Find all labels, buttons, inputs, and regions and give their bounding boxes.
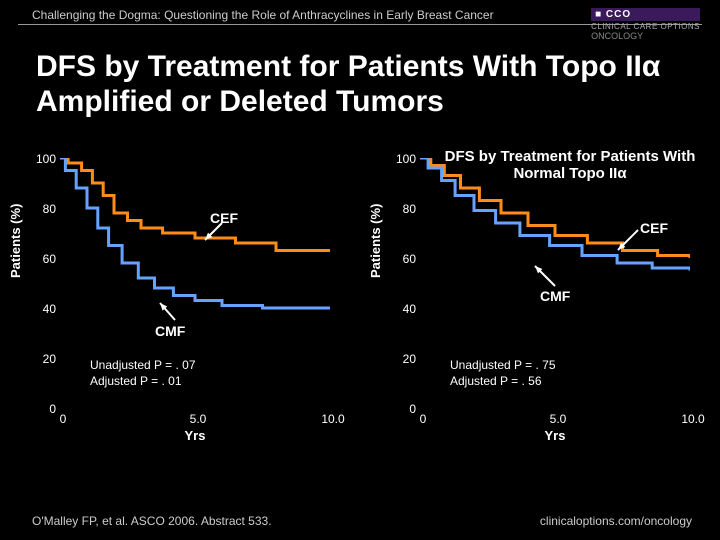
- x-tick: 0: [408, 412, 438, 426]
- y-tick: 40: [396, 302, 416, 316]
- y-tick: 40: [36, 302, 56, 316]
- y-tick: 80: [36, 202, 56, 216]
- y-tick: 100: [396, 152, 416, 166]
- header-tagline: Challenging the Dogma: Questioning the R…: [32, 8, 494, 22]
- y-tick: 60: [396, 252, 416, 266]
- series-label-cmf: CMF: [155, 323, 185, 339]
- logo: ■ CCO CLINICAL CARE OPTIONS ONCOLOGY: [591, 8, 700, 41]
- series-label-cef: CEF: [210, 210, 238, 226]
- series-label-cef: CEF: [640, 220, 668, 236]
- y-tick: 20: [36, 352, 56, 366]
- pvalue-box: Unadjusted P = . 75Adjusted P = . 56: [450, 358, 556, 389]
- y-axis-label: Patients (%): [368, 204, 383, 278]
- pvalue-box: Unadjusted P = . 07Adjusted P = . 01: [90, 358, 196, 389]
- series-label-cmf: CMF: [540, 288, 570, 304]
- logo-mid: CLINICAL CARE OPTIONS: [591, 22, 700, 31]
- x-tick: 5.0: [543, 412, 573, 426]
- x-tick: 5.0: [183, 412, 213, 426]
- chart-left: Patients (%)Yrs02040608010005.010.0CEFCM…: [0, 148, 360, 458]
- x-tick: 10.0: [678, 412, 708, 426]
- y-tick: 100: [36, 152, 56, 166]
- km-series-cef: [420, 158, 690, 258]
- logo-sub: ONCOLOGY: [591, 31, 700, 41]
- pval-adj: Adjusted P = . 56: [450, 374, 556, 390]
- x-tick: 10.0: [318, 412, 348, 426]
- x-tick: 0: [48, 412, 78, 426]
- footer-link: clinicaloptions.com/oncology: [540, 514, 692, 528]
- y-tick: 80: [396, 202, 416, 216]
- citation: O'Malley FP, et al. ASCO 2006. Abstract …: [32, 514, 272, 528]
- charts-row: Patients (%) Yrs 0 20 40 60 80 100 0 5.0 10.0 CEF CM…: [0, 148, 720, 458]
- x-axis-label: Yrs: [60, 428, 330, 443]
- y-axis-label: Patients (%): [8, 204, 23, 278]
- y-tick: 60: [36, 252, 56, 266]
- pval-unadj: Unadjusted P = . 07: [90, 358, 196, 374]
- pval-unadj: Unadjusted P = . 75: [450, 358, 556, 374]
- y-tick: 20: [396, 352, 416, 366]
- chart-right: DFS by Treatment for Patients With Norma…: [360, 148, 720, 458]
- logo-badge: ■ CCO: [591, 8, 700, 21]
- page-title: DFS by Treatment for Patients With Topo …: [36, 50, 690, 119]
- km-series-cef: [60, 158, 330, 251]
- pval-adj: Adjusted P = . 01: [90, 374, 196, 390]
- x-axis-label: Yrs: [420, 428, 690, 443]
